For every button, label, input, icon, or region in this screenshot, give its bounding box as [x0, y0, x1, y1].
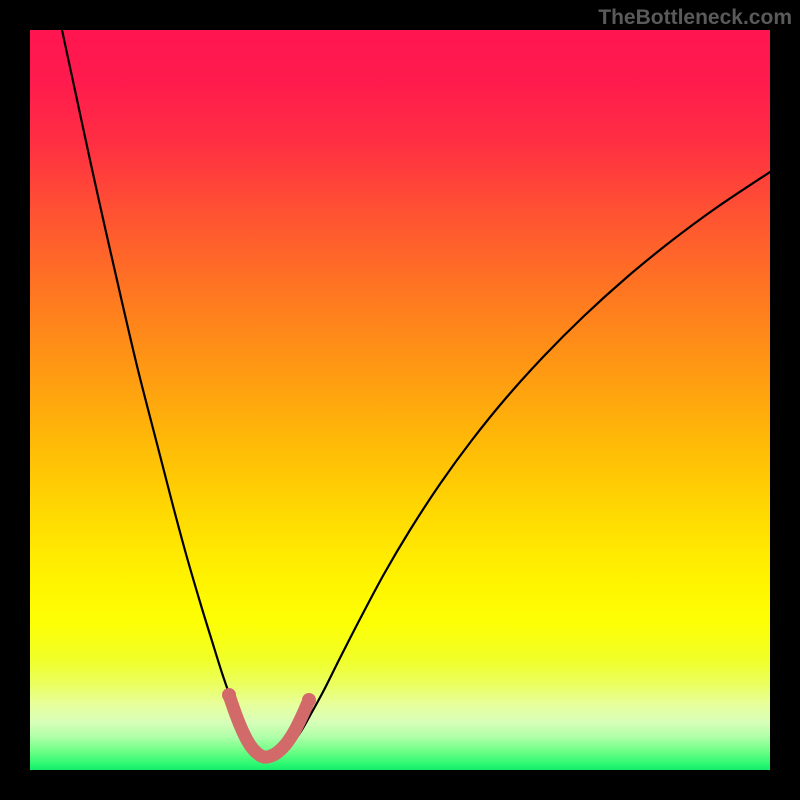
optimal-range-endpoint-right	[302, 693, 316, 707]
optimal-range-endpoint-left	[222, 688, 236, 702]
chart-gradient-background	[30, 30, 770, 770]
bottleneck-chart-svg	[0, 0, 800, 800]
watermark-label: TheBottleneck.com	[598, 6, 792, 30]
chart-container: TheBottleneck.com	[0, 0, 800, 800]
